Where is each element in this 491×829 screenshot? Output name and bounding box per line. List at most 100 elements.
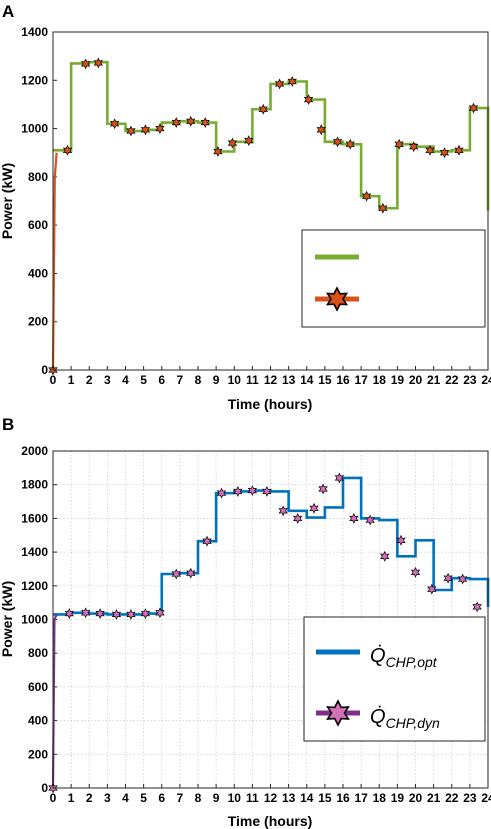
panel-b-x-tick-label-6: 6 <box>158 791 165 805</box>
panel-a-series-2-marker-21 <box>361 190 372 202</box>
panel-a-series-2-marker-25 <box>425 144 435 156</box>
panel-b-x-tick-label-11: 11 <box>246 791 259 805</box>
panel-a-x-tick-label-20: 20 <box>409 373 423 387</box>
panel-b-series-2-marker-16 <box>292 512 303 524</box>
panel-b-x-tick-label-13: 13 <box>282 791 296 805</box>
panel-b-series-2-marker-12 <box>233 486 243 497</box>
panel-b-x-tick-label-17: 17 <box>354 791 368 805</box>
panel-a-x-tick-label-6: 6 <box>158 373 165 387</box>
panel-a-x-tick-label-11: 11 <box>246 373 259 387</box>
panel-b-legend-box <box>303 616 486 742</box>
panel-b-plot-frame <box>52 450 489 789</box>
panel-a-y-tick-label-1200: 1200 <box>21 73 48 87</box>
panel-b-y-tick-label-400: 400 <box>28 714 48 728</box>
panel-a-series-2-marker-28 <box>468 102 479 114</box>
panel-a-series-2-marker-6 <box>140 124 151 136</box>
panel-a-series-2-marker-17 <box>303 94 314 106</box>
panel-a-x-tick-label-2: 2 <box>86 373 93 387</box>
panel-b-label: B <box>2 415 14 434</box>
panel-a-series-2-line <box>51 152 58 371</box>
panel-b-series-2-marker-11 <box>216 487 227 499</box>
panel-a-series-2-marker-20 <box>345 138 355 150</box>
panel-b-series-2-marker-2 <box>80 607 91 619</box>
panel-a-x-tick-label-5: 5 <box>140 373 147 387</box>
panel-a-series-2-marker-15 <box>274 78 285 90</box>
panel-b-series-2-marker-17 <box>309 502 319 514</box>
panel-a-plot-frame <box>52 31 489 371</box>
panel-b-legend-label-series-2-base: Q̇ <box>370 706 386 728</box>
panel-a-x-tick-label-17: 17 <box>354 373 368 387</box>
panel-a-series-2-marker-8 <box>171 117 181 128</box>
panel-a-x-tick-label-10: 10 <box>228 373 242 387</box>
panel-a-y-tick-label-1000: 1000 <box>21 122 48 136</box>
panel-b-legend-label-series-1-base: Q̇ <box>370 645 386 667</box>
panel-b-x-tick-label-2: 2 <box>86 791 93 805</box>
panel-b-x-axis-label: Time (hours) <box>228 813 313 829</box>
panel-b-x-tick-label-20: 20 <box>409 791 423 805</box>
panel-b-series-2-marker-19 <box>334 472 345 484</box>
panel-a-series-2-marker-16 <box>287 76 297 87</box>
panel-b-series-2-marker-18 <box>318 483 328 495</box>
panel-a-x-tick-label-18: 18 <box>373 373 387 387</box>
panel-a-y-tick-label-0: 0 <box>41 363 48 377</box>
panel-a-x-tick-label-8: 8 <box>195 373 202 387</box>
panel-a-x-tick-label-7: 7 <box>177 373 184 387</box>
panel-a-x-tick-label-13: 13 <box>282 373 296 387</box>
panel-a: A 0 1 2 3 4 5 6 7 8 9 10 11 12 13 14 15 16 17 18 19 20 21 22 23… <box>0 2 491 412</box>
panel-b-y-tick-label-2000: 2000 <box>21 444 48 458</box>
panel-b-series-2-marker-3 <box>95 608 105 620</box>
panel-b-y-tick-label-800: 800 <box>28 646 48 660</box>
panel-a-x-tick-label-0: 0 <box>50 373 57 387</box>
panel-a-series-2-marker-23 <box>394 138 404 150</box>
panel-b-y-axis-label: Power (kW) <box>0 581 15 657</box>
panel-b-x-tick-label-18: 18 <box>373 791 387 805</box>
panel-a-series-2-marker-14 <box>258 103 268 115</box>
panel-b-series-2-marker-4 <box>111 609 122 620</box>
panel-a-ticks: 0123456789101112131415161718192021222324… <box>21 25 491 387</box>
panel-b-x-tick-label-12: 12 <box>264 791 278 805</box>
panel-b-series-2-marker-20 <box>349 512 359 524</box>
panel-b-y-tick-label-0: 0 <box>41 781 48 795</box>
panel-b-legend-label-series-1-subscript: CHP,opt <box>386 654 438 670</box>
panel-b: B 0 1 2 3 4 5 6 7 8 9 10 11 12 13 14 15 16 17 18 19 20 21 22 23… <box>0 415 491 829</box>
panel-a-series-2-marker-10 <box>200 117 210 128</box>
panel-a-x-tick-label-15: 15 <box>318 373 332 387</box>
panel-a-series-2-marker-24 <box>408 141 419 153</box>
panel-a-x-tick-label-1: 1 <box>68 373 75 387</box>
panel-b-y-tick-label-1600: 1600 <box>21 511 48 525</box>
panel-b-series-2-marker-1 <box>64 608 75 620</box>
panel-b-series-2-marker-26 <box>443 572 453 584</box>
panel-b-x-tick-label-16: 16 <box>336 791 350 805</box>
panel-a-series-2-marker-18 <box>316 124 326 136</box>
panel-b-legend: Q̇CHP,opt Q̇CHP,dyn <box>303 616 486 742</box>
panel-a-x-tick-label-16: 16 <box>336 373 350 387</box>
panel-a-x-tick-label-23: 23 <box>463 373 477 387</box>
panel-b-y-tick-label-200: 200 <box>28 747 48 761</box>
panel-b-series-2-marker-13 <box>247 485 258 497</box>
panel-a-series <box>48 57 490 376</box>
panel-b-x-tick-label-8: 8 <box>195 791 202 805</box>
panel-b-series-2-marker-28 <box>472 601 482 613</box>
panel-b-x-tick-label-5: 5 <box>140 791 147 805</box>
panel-b-x-tick-label-14: 14 <box>300 791 314 805</box>
panel-b-series-2-marker-22 <box>379 550 390 562</box>
panel-b-series-2-marker-9 <box>186 567 196 579</box>
panel-b-series-2-marker-25 <box>427 583 437 595</box>
panel-b-y-tick-label-1000: 1000 <box>21 613 48 627</box>
panel-b-series-2-marker-7 <box>155 607 165 619</box>
panel-a-series-2-marker-5 <box>126 125 136 137</box>
panel-a-y-tick-label-1400: 1400 <box>21 25 48 39</box>
panel-a-y-axis-label: Power (kW) <box>0 163 15 239</box>
panel-b-series-2-marker-27 <box>457 573 468 585</box>
panel-b-series-2-marker-15 <box>278 505 288 517</box>
panel-b-legend-star-marker <box>326 699 350 727</box>
panel-a-series-2-marker-7 <box>155 123 165 134</box>
panel-a-x-tick-label-21: 21 <box>427 373 441 387</box>
panel-b-x-tick-label-3: 3 <box>104 791 111 805</box>
panel-a-legend-star-marker <box>325 286 349 312</box>
panel-a-series-2-marker-12 <box>227 137 238 149</box>
panel-b-x-tick-label-15: 15 <box>318 791 332 805</box>
panel-b-x-tick-label-1: 1 <box>68 791 75 805</box>
panel-a-y-tick-label-200: 200 <box>28 315 48 329</box>
